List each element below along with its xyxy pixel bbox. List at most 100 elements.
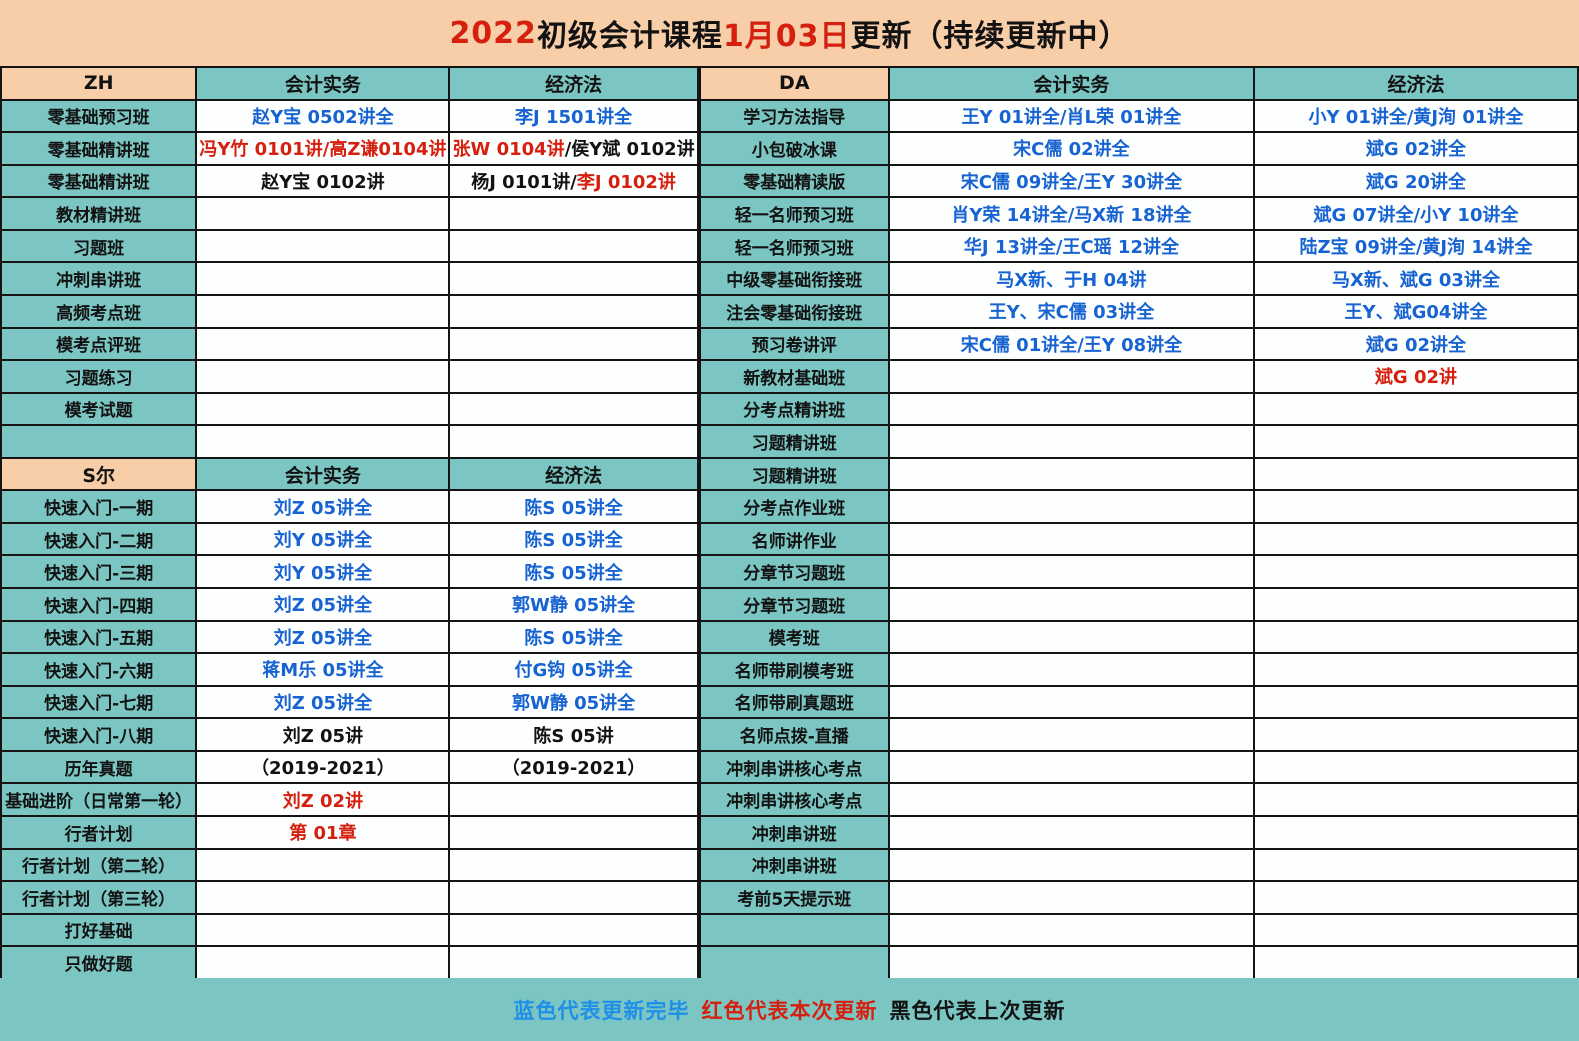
row-label-cell: 冲刺串讲核心考点 <box>698 749 890 785</box>
left-table-grid: ZH 会计实务 经济法 零基础预习班 赵Y宝 0502讲全 李J 1501讲全 零基础精讲班… <box>0 66 699 980</box>
row-label-cell: 习题精讲班 <box>698 456 890 492</box>
text-segment-cell: /侯Y斌 0102讲 <box>564 139 695 161</box>
row-label-cell: 分考点作业班 <box>698 489 890 524</box>
row-label-cell: 名师带刷真题班 <box>698 684 890 720</box>
text-segment-cell: 刘Z 05讲全 <box>273 497 373 519</box>
content-cell <box>1252 684 1579 720</box>
content-cell: 郭W静 05讲全 <box>448 587 699 622</box>
table-row <box>698 912 1579 948</box>
text-segment-title: 1月03日 <box>722 19 851 54</box>
text-segment-cell: 刘Y 05讲全 <box>273 562 373 584</box>
content-cell <box>195 228 451 264</box>
content-cell <box>887 391 1255 427</box>
table-row: 冲刺串讲班 <box>0 261 699 296</box>
content-cell <box>195 326 451 362</box>
text-segment-cell: 刘Z 05讲全 <box>273 627 373 649</box>
section-title-cell: DA <box>698 66 890 101</box>
text-segment-cell: 李J 0102讲 <box>576 171 676 193</box>
table-row: 快速入门-四期 刘Z 05讲全 郭W静 05讲全 <box>0 587 699 622</box>
content-cell <box>448 912 699 948</box>
content-cell: 杨J 0101讲/李J 0102讲 <box>448 163 699 199</box>
table-row: 冲刺串讲核心考点 <box>698 782 1579 817</box>
content-cell: 宋C儒 01讲全/王Y 08讲全 <box>887 326 1255 362</box>
text-segment-legend: 黑色代表上次更新 <box>889 998 1066 1023</box>
table-row: 预习卷讲评 宋C儒 01讲全/王Y 08讲全 斌G 02讲全 <box>698 326 1579 362</box>
content-cell <box>448 782 699 817</box>
table-row: 学习方法指导 王Y 01讲全/肖L荣 01讲全 小Y 01讲全/黄J洵 01讲全 <box>698 98 1579 134</box>
table-row: 名师讲作业 <box>698 521 1579 557</box>
row-label-cell: 打好基础 <box>0 912 198 948</box>
table-row: 名师带刷真题班 <box>698 684 1579 720</box>
row-label-cell: 模考点评班 <box>0 326 198 362</box>
column-header-cell: 会计实务 <box>887 66 1255 101</box>
row-label-cell: 中级零基础衔接班 <box>698 261 890 296</box>
content-cell <box>887 489 1255 524</box>
legend-bar: 蓝色代表更新完毕 红色代表本次更新 黑色代表上次更新 <box>0 978 1579 1041</box>
content-cell: 冯Y竹 0101讲/高Z谦0104讲 <box>195 131 451 166</box>
content-cell <box>887 912 1255 948</box>
table-row: 零基础预习班 赵Y宝 0502讲全 李J 1501讲全 <box>0 98 699 134</box>
content-cell: 斌G 02讲全 <box>1252 131 1579 166</box>
course-table-left: ZH 会计实务 经济法 零基础预习班 赵Y宝 0502讲全 李J 1501讲全 零基础精讲班… <box>0 66 699 980</box>
row-label-cell: 习题练习 <box>0 359 198 394</box>
text-segment-cell: 宋C儒 09讲全/王Y 30讲全 <box>960 171 1183 193</box>
row-label-cell <box>698 945 890 980</box>
content-cell <box>887 456 1255 492</box>
text-segment-cell: 杨J 0101讲/ <box>471 171 577 193</box>
content-cell <box>195 391 451 427</box>
content-cell: 刘Z 05讲 <box>195 717 451 752</box>
text-segment-cell: 付G钩 05讲全 <box>514 660 633 682</box>
content-cell: 斌G 07讲全/小Y 10讲全 <box>1252 196 1579 231</box>
content-cell <box>1252 521 1579 557</box>
row-label-cell: 预习卷讲评 <box>698 326 890 362</box>
table-row: 名师点拨-直播 <box>698 717 1579 752</box>
row-label-cell: 零基础精读版 <box>698 163 890 199</box>
content-cell <box>448 326 699 362</box>
row-label-cell: 行者计划 <box>0 814 198 850</box>
table-row: 历年真题 （2019-2021） （2019-2021） <box>0 749 699 785</box>
content-cell <box>448 391 699 427</box>
row-label-cell: 学习方法指导 <box>698 98 890 134</box>
content-cell <box>887 717 1255 752</box>
course-tables: ZH 会计实务 经济法 零基础预习班 赵Y宝 0502讲全 李J 1501讲全 零基础精讲班… <box>0 66 1579 980</box>
content-cell <box>1252 717 1579 752</box>
row-label-cell: 快速入门-七期 <box>0 684 198 720</box>
content-cell: 第 01章 <box>195 814 451 850</box>
header-row: DA 会计实务 经济法 <box>698 66 1579 101</box>
content-cell: 刘Y 05讲全 <box>195 554 451 589</box>
table-row: 冲刺串讲核心考点 <box>698 749 1579 785</box>
row-label-cell: 快速入门-二期 <box>0 521 198 557</box>
table-row: 教材精讲班 <box>0 196 699 231</box>
row-label-cell: 零基础预习班 <box>0 98 198 134</box>
row-label-cell: 零基础精讲班 <box>0 163 198 199</box>
row-label-cell: 考前5天提示班 <box>698 880 890 915</box>
content-cell <box>195 880 451 915</box>
table-row: 小包破冰课 宋C儒 02讲全 斌G 02讲全 <box>698 131 1579 166</box>
page-title: 2022 初级会计课程 1月03日 更新（持续更新中） <box>0 0 1579 66</box>
row-label-cell: 快速入门-五期 <box>0 619 198 655</box>
column-header-cell: 经济法 <box>1252 66 1579 101</box>
content-cell <box>448 293 699 329</box>
row-label-cell: 快速入门-三期 <box>0 554 198 589</box>
table-row: 模考试题 <box>0 391 699 427</box>
content-cell <box>887 782 1255 817</box>
table-row: 名师带刷模考班 <box>698 652 1579 687</box>
table-row: 行者计划（第三轮） <box>0 880 699 915</box>
text-segment-cell: 第 01章 <box>289 823 357 845</box>
text-segment-title: 更新（持续更新中） <box>850 19 1130 54</box>
text-segment-cell: 宋C儒 01讲全/王Y 08讲全 <box>960 334 1183 356</box>
row-label-cell: 模考班 <box>698 619 890 655</box>
content-cell: 刘Y 05讲全 <box>195 521 451 557</box>
table-row: 快速入门-六期 蒋M乐 05讲全 付G钩 05讲全 <box>0 652 699 687</box>
row-label-cell: 分考点精讲班 <box>698 391 890 427</box>
table-row: 零基础精讲班 赵Y宝 0102讲 杨J 0101讲/李J 0102讲 <box>0 163 699 199</box>
content-cell <box>195 359 451 394</box>
content-cell <box>1252 847 1579 883</box>
text-segment-cell: 冯Y竹 0101讲/高Z谦0104讲 <box>199 139 447 161</box>
table-row: 零基础精读版 宋C儒 09讲全/王Y 30讲全 斌G 20讲全 <box>698 163 1579 199</box>
row-label-cell <box>698 912 890 948</box>
content-cell <box>1252 489 1579 524</box>
content-cell: 斌G 20讲全 <box>1252 163 1579 199</box>
table-row: 打好基础 <box>0 912 699 948</box>
header-row: S尔 会计实务 经济法 <box>0 456 699 492</box>
